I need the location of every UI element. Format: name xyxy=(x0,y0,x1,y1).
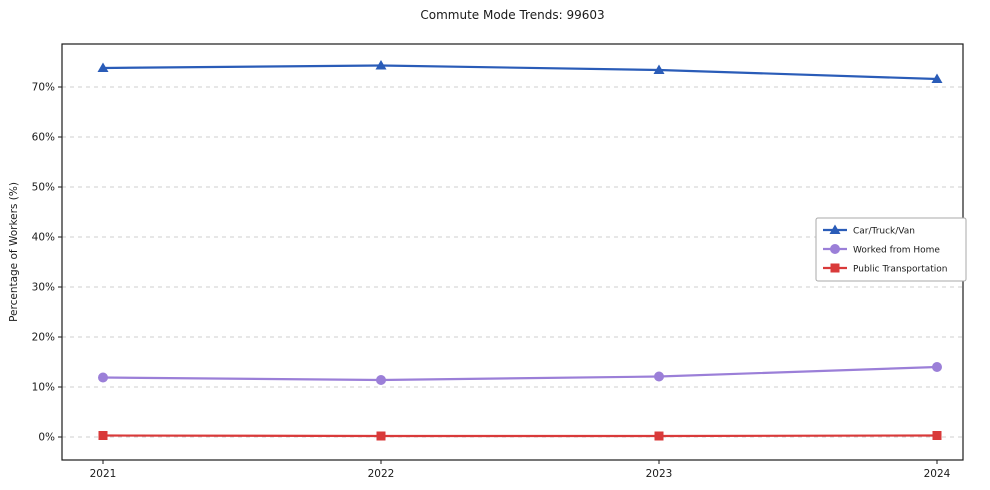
x-tick-label: 2024 xyxy=(924,468,951,480)
data-point-marker xyxy=(375,60,387,70)
x-tick-label: 2022 xyxy=(368,468,395,480)
legend-box xyxy=(815,217,967,282)
series-line xyxy=(102,365,938,382)
y-tick-label: 60% xyxy=(32,132,55,144)
data-point-marker xyxy=(654,371,664,382)
y-tick-label: 40% xyxy=(32,232,55,244)
data-point-marker xyxy=(98,372,108,383)
y-tick-label: 20% xyxy=(32,332,55,344)
x-tick-label: 2023 xyxy=(646,468,673,480)
series-line xyxy=(102,434,938,438)
data-point-marker xyxy=(653,64,665,74)
data-point-marker xyxy=(654,431,664,441)
y-tick-label: 10% xyxy=(32,382,55,394)
data-point-marker xyxy=(376,431,386,441)
data-point-marker xyxy=(931,73,943,83)
data-point-marker xyxy=(97,62,109,72)
legend-marker xyxy=(830,263,840,273)
legend-label: Worked from Home xyxy=(853,246,940,256)
legend-label: Public Transportation xyxy=(853,265,947,275)
legend-label: Car/Truck/Van xyxy=(853,227,915,237)
data-point-marker xyxy=(376,375,386,385)
legend-marker xyxy=(829,224,841,234)
data-point-marker xyxy=(932,362,942,372)
data-point-marker xyxy=(98,431,108,440)
chart-title: Commute Mode Trends: 99603 xyxy=(420,8,605,22)
y-tick-label: 0% xyxy=(38,432,55,444)
x-tick-label: 2021 xyxy=(90,468,117,480)
y-tick-label: 30% xyxy=(32,282,55,294)
y-tick-label: 70% xyxy=(32,82,55,94)
series-line xyxy=(102,64,938,81)
data-point-marker xyxy=(932,431,942,440)
y-tick-label: 50% xyxy=(32,182,55,194)
legend-marker xyxy=(830,244,840,254)
